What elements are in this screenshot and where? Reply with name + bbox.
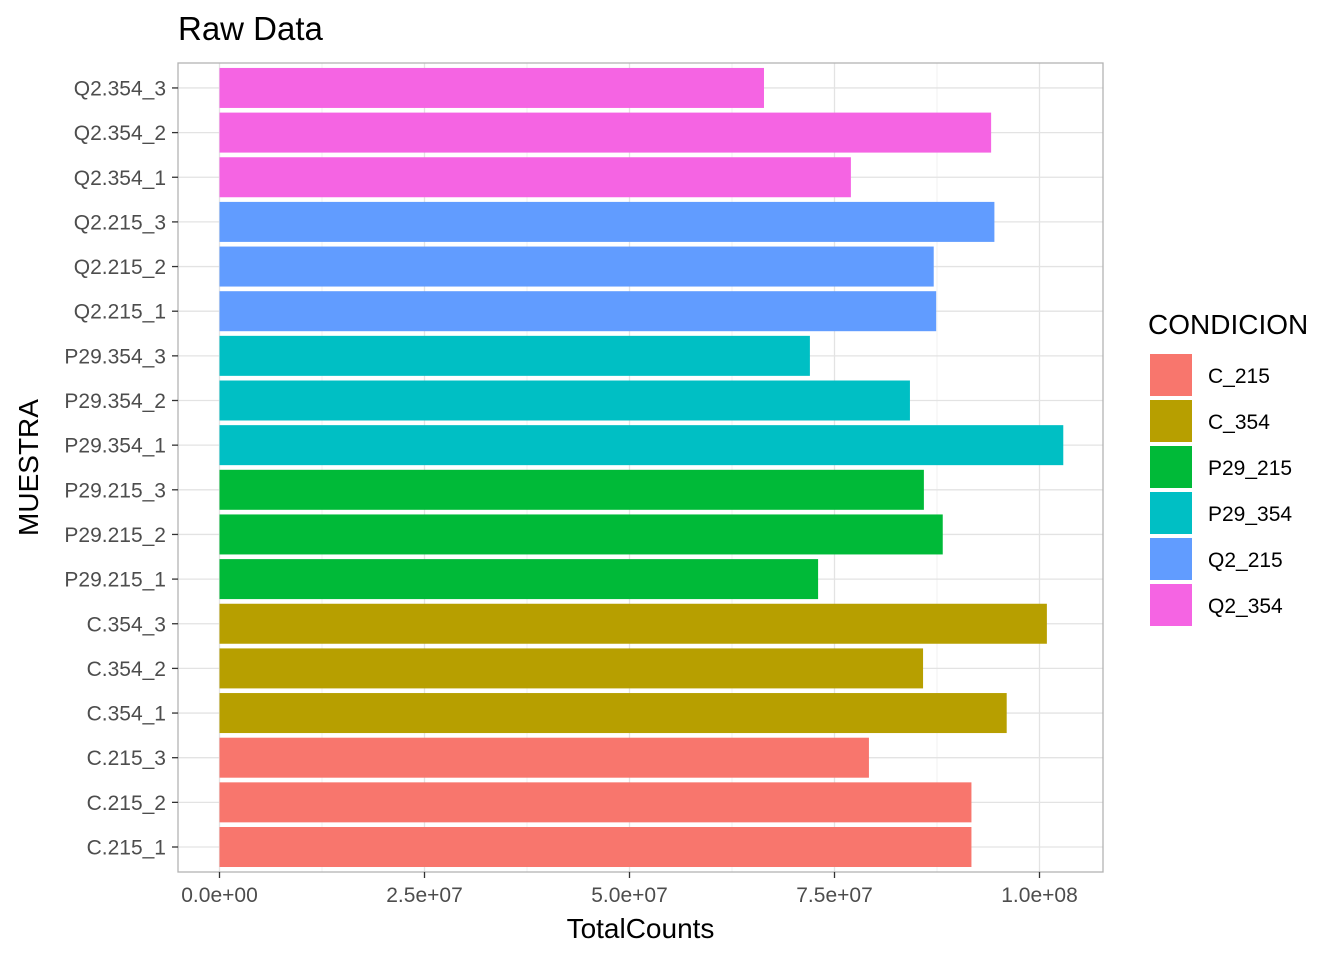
y-tick-label: Q2.354_1 (74, 167, 166, 190)
x-tick-label: 2.5e+07 (386, 884, 463, 907)
bar-c-354-3 (219, 603, 1047, 644)
legend-label: C_354 (1208, 411, 1270, 434)
legend-label: C_215 (1208, 365, 1270, 388)
y-tick-label: Q2.354_2 (74, 122, 166, 145)
legend-key-q2-215 (1150, 538, 1192, 580)
legend-key-p29-215 (1150, 446, 1192, 488)
bar-c-215-3 (219, 737, 869, 778)
panel-border (177, 62, 1104, 873)
bar-p29-215-3 (219, 469, 924, 510)
y-tick-label: P29.354_3 (64, 345, 166, 368)
y-tick-label: Q2.215_2 (74, 256, 166, 279)
bar-p29-354-3 (219, 335, 810, 376)
y-tick-label: Q2.354_3 (74, 77, 166, 100)
legend-key-c-215 (1150, 354, 1192, 396)
legend-title: CONDICION (1148, 309, 1308, 340)
y-tick-label: C.354_3 (87, 613, 166, 636)
x-tick-label: 0.0e+00 (181, 884, 258, 907)
bar-q2-215-3 (219, 201, 995, 242)
x-axis-title: TotalCounts (567, 913, 715, 944)
y-tick-label: Q2.215_3 (74, 211, 166, 234)
y-tick-label: Q2.215_1 (74, 301, 166, 324)
legend-label: P29_215 (1208, 457, 1292, 480)
chart-title: Raw Data (178, 10, 324, 47)
x-tick-label: 5.0e+07 (591, 884, 668, 907)
bar-c-354-2 (219, 648, 924, 689)
bar-p29-354-1 (219, 425, 1064, 466)
legend: CONDICION C_215 C_354 P29_215 P29_354 Q2_215… (1148, 309, 1308, 626)
bar-q2-215-2 (219, 246, 934, 287)
y-tick-label: P29.354_1 (64, 435, 166, 458)
y-tick-label: P29.215_2 (64, 524, 166, 547)
legend-key-c-354 (1150, 400, 1192, 442)
bars (219, 67, 1064, 867)
x-tick-label: 1.0e+08 (1001, 884, 1078, 907)
bar-p29-215-2 (219, 514, 943, 555)
bar-p29-354-2 (219, 380, 910, 421)
legend-entries: C_215 C_354 P29_215 P29_354 Q2_215 Q2_354 (1150, 354, 1292, 626)
bar-q2-354-1 (219, 157, 851, 198)
y-tick-label: C.215_2 (87, 792, 166, 815)
y-tick-label: C.354_2 (87, 658, 166, 681)
y-axis: C.215_1 C.215_2 C.215_3 C.354_1 C.354_2 C.354… (64, 77, 178, 860)
y-tick-label: C.215_3 (87, 747, 166, 770)
y-axis-title: MUESTRA (13, 399, 44, 536)
y-tick-label: P29.215_1 (64, 569, 166, 592)
legend-key-p29-354 (1150, 492, 1192, 534)
y-tick-label: C.354_1 (87, 703, 166, 726)
legend-key-q2-354 (1150, 584, 1192, 626)
bar-q2-215-1 (219, 291, 937, 332)
x-axis: 0.0e+00 2.5e+07 5.0e+07 7.5e+07 1.0e+08 (181, 872, 1078, 907)
y-tick-label: C.215_1 (87, 837, 166, 860)
bar-q2-354-2 (219, 112, 992, 153)
bar-c-215-2 (219, 782, 972, 823)
x-tick-label: 7.5e+07 (796, 884, 873, 907)
y-tick-label: P29.215_3 (64, 479, 166, 502)
y-tick-label: P29.354_2 (64, 390, 166, 413)
bar-c-354-1 (219, 693, 1007, 734)
legend-label: Q2_215 (1208, 549, 1283, 572)
legend-label: Q2_354 (1208, 595, 1283, 618)
bar-q2-354-3 (219, 67, 764, 108)
bar-c-215-1 (219, 827, 972, 867)
legend-label: P29_354 (1208, 503, 1292, 526)
bar-p29-215-1 (219, 559, 819, 600)
